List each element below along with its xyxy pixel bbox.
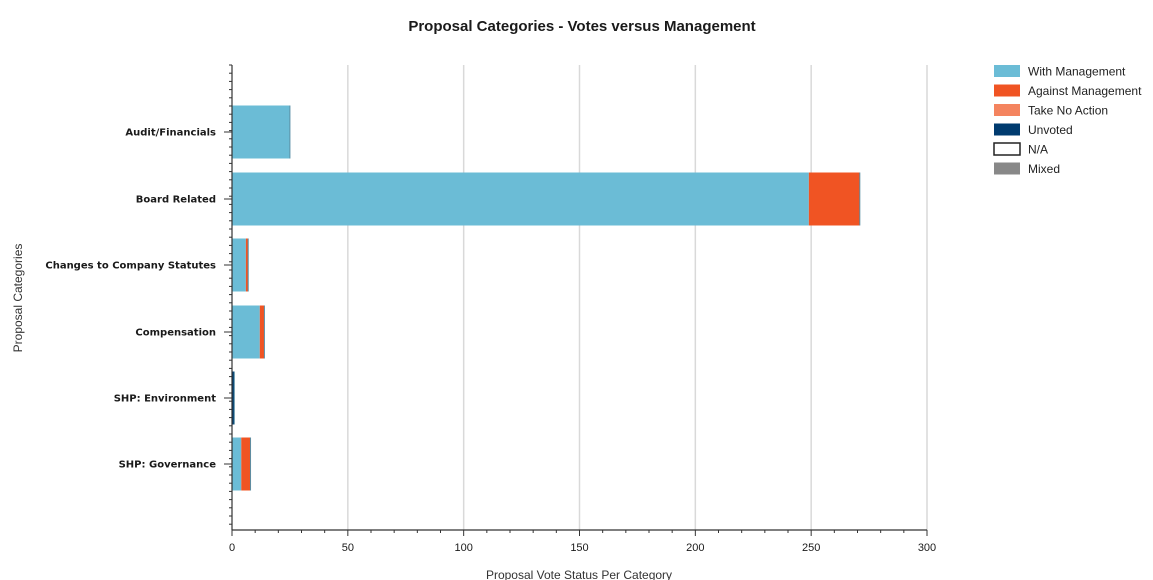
legend-swatch — [994, 65, 1020, 77]
x-tick-label: 0 — [229, 542, 235, 554]
legend-label: Unvoted — [1028, 123, 1073, 137]
legend-label: Against Management — [1028, 84, 1142, 98]
x-tick-label: 300 — [918, 542, 936, 554]
bar-segment — [232, 105, 290, 159]
bar-segment — [808, 172, 860, 226]
y-axis-title: Proposal Categories — [11, 244, 25, 353]
bar-segment — [241, 437, 251, 491]
category-label: Compensation — [135, 328, 216, 339]
x-tick-label: 200 — [686, 542, 704, 554]
legend-swatch — [994, 84, 1020, 97]
legend-label: Take No Action — [1028, 104, 1108, 118]
category-label: SHP: Environment — [114, 394, 217, 405]
chart-title: Proposal Categories - Votes versus Manag… — [408, 18, 755, 35]
bar-segment — [259, 305, 265, 359]
x-tick-label: 100 — [454, 542, 472, 554]
bar-segment — [232, 437, 242, 491]
legend-swatch — [994, 104, 1020, 116]
bar-segment — [232, 238, 246, 292]
bar-segment — [232, 172, 809, 226]
x-tick-labels: 0 50 100 150 200 250 300 — [229, 542, 936, 554]
legend-swatch — [994, 123, 1020, 136]
bar-segment — [232, 371, 235, 425]
legend-swatch — [993, 142, 1021, 156]
legend-swatch — [994, 162, 1020, 175]
category-label: Audit/Financials — [125, 128, 216, 139]
x-tick-label: 250 — [802, 542, 820, 554]
x-axis-title: Proposal Vote Status Per Category — [486, 568, 672, 580]
category-label: SHP: Governance — [119, 460, 217, 471]
bar-segment — [245, 238, 249, 292]
x-tick-label: 50 — [342, 542, 354, 554]
category-labels: Audit/Financials Board Related Changes to … — [45, 128, 216, 471]
x-tick-label: 150 — [570, 542, 588, 554]
bars — [232, 105, 861, 491]
category-label: Changes to Company Statutes — [45, 261, 216, 272]
legend-label: With Management — [1028, 65, 1126, 79]
bar-segment — [232, 305, 260, 359]
legend-label: N/A — [1028, 143, 1048, 157]
axes — [224, 64, 928, 536]
grid — [347, 65, 928, 530]
legend: With Management Against Management Take No… — [993, 65, 1142, 176]
category-label: Board Related — [136, 195, 216, 206]
legend-label: Mixed — [1028, 162, 1060, 176]
